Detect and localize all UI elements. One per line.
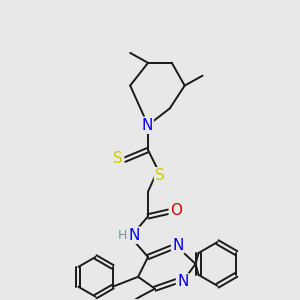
Text: H: H (118, 229, 127, 242)
Text: N: N (177, 274, 188, 289)
Text: N: N (128, 228, 140, 243)
Text: S: S (155, 168, 165, 183)
Text: S: S (113, 152, 123, 166)
Text: N: N (172, 238, 183, 253)
Text: O: O (170, 203, 182, 218)
Text: N: N (141, 118, 153, 133)
